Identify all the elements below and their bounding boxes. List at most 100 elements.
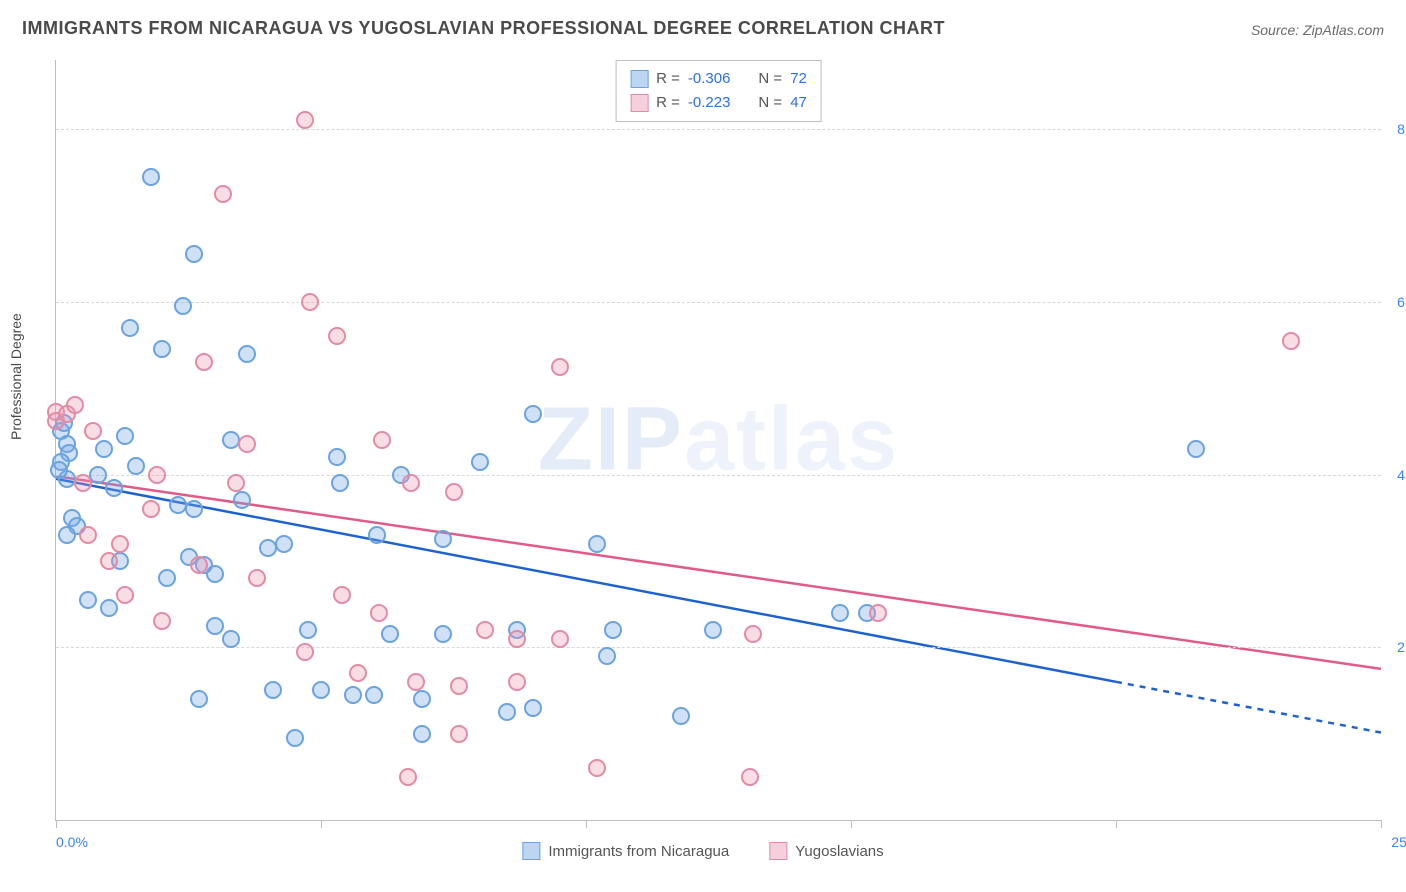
stats-legend-row: R =-0.306N =72	[630, 67, 807, 91]
data-point	[148, 466, 166, 484]
data-point	[331, 474, 349, 492]
data-point	[116, 586, 134, 604]
watermark: ZIPatlas	[538, 389, 899, 492]
data-point	[831, 604, 849, 622]
data-point	[413, 725, 431, 743]
data-point	[206, 617, 224, 635]
x-tick	[851, 820, 852, 828]
data-point	[227, 474, 245, 492]
data-point	[185, 245, 203, 263]
data-point	[434, 530, 452, 548]
data-point	[402, 474, 420, 492]
data-point	[206, 565, 224, 583]
data-point	[286, 729, 304, 747]
data-point	[588, 759, 606, 777]
x-tick-label-min: 0.0%	[56, 834, 88, 850]
y-tick-label: 4.0%	[1397, 467, 1406, 483]
gridline	[56, 129, 1381, 130]
data-point	[100, 599, 118, 617]
data-point	[190, 556, 208, 574]
data-point	[1187, 440, 1205, 458]
x-tick	[1381, 820, 1382, 828]
n-label: N =	[758, 91, 782, 115]
data-point	[238, 435, 256, 453]
data-point	[89, 466, 107, 484]
series-legend: Immigrants from NicaraguaYugoslavians	[522, 828, 883, 874]
data-point	[116, 427, 134, 445]
legend-swatch	[522, 842, 540, 860]
data-point	[373, 431, 391, 449]
plot-area: ZIPatlas R =-0.306N =72R =-0.223N =47 2.…	[55, 60, 1381, 821]
stats-legend: R =-0.306N =72R =-0.223N =47	[615, 60, 822, 122]
source-label: Source:	[1251, 22, 1303, 38]
data-point	[524, 699, 542, 717]
data-point	[598, 647, 616, 665]
data-point	[174, 297, 192, 315]
data-point	[744, 625, 762, 643]
r-value: -0.306	[688, 67, 731, 91]
data-point	[233, 491, 251, 509]
legend-swatch	[630, 94, 648, 112]
source-credit: Source: ZipAtlas.com	[1251, 22, 1384, 38]
data-point	[153, 340, 171, 358]
data-point	[84, 422, 102, 440]
data-point	[301, 293, 319, 311]
gridline	[56, 647, 1381, 648]
data-point	[450, 725, 468, 743]
data-point	[407, 673, 425, 691]
y-axis-label: Professional Degree	[8, 313, 24, 440]
data-point	[296, 643, 314, 661]
data-point	[153, 612, 171, 630]
data-point	[185, 500, 203, 518]
data-point	[1282, 332, 1300, 350]
stats-legend-row: R =-0.223N =47	[630, 91, 807, 115]
data-point	[328, 327, 346, 345]
data-point	[434, 625, 452, 643]
data-point	[195, 353, 213, 371]
data-point	[349, 664, 367, 682]
trend-line-extrapolated	[1116, 682, 1381, 733]
data-point	[296, 111, 314, 129]
data-point	[127, 457, 145, 475]
data-point	[158, 569, 176, 587]
data-point	[344, 686, 362, 704]
r-value: -0.223	[688, 91, 731, 115]
data-point	[604, 621, 622, 639]
x-tick	[56, 820, 57, 828]
y-tick-label: 2.0%	[1397, 639, 1406, 655]
data-point	[399, 768, 417, 786]
data-point	[381, 625, 399, 643]
data-point	[869, 604, 887, 622]
data-point	[672, 707, 690, 725]
data-point	[111, 535, 129, 553]
data-point	[704, 621, 722, 639]
data-point	[471, 453, 489, 471]
gridline	[56, 302, 1381, 303]
data-point	[79, 526, 97, 544]
data-point	[264, 681, 282, 699]
data-point	[66, 396, 84, 414]
n-label: N =	[758, 67, 782, 91]
data-point	[190, 690, 208, 708]
data-point	[413, 690, 431, 708]
data-point	[476, 621, 494, 639]
data-point	[588, 535, 606, 553]
data-point	[333, 586, 351, 604]
data-point	[368, 526, 386, 544]
data-point	[58, 526, 76, 544]
chart-title: IMMIGRANTS FROM NICARAGUA VS YUGOSLAVIAN…	[22, 18, 945, 39]
data-point	[551, 358, 569, 376]
data-point	[551, 630, 569, 648]
data-point	[498, 703, 516, 721]
data-point	[214, 185, 232, 203]
n-value: 47	[790, 91, 807, 115]
legend-swatch	[630, 70, 648, 88]
data-point	[222, 630, 240, 648]
x-tick	[586, 820, 587, 828]
data-point	[238, 345, 256, 363]
data-point	[50, 461, 68, 479]
data-point	[142, 500, 160, 518]
data-point	[508, 673, 526, 691]
data-point	[121, 319, 139, 337]
y-tick-label: 6.0%	[1397, 294, 1406, 310]
